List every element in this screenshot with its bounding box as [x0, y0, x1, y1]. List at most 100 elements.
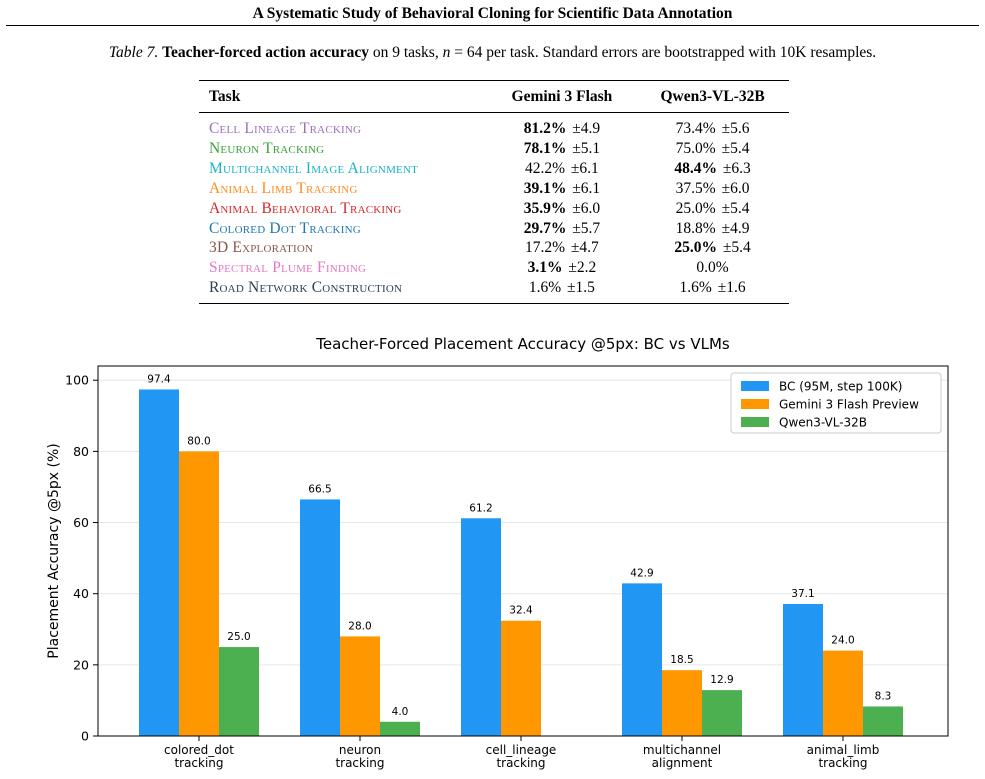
bar: [622, 583, 662, 736]
caption-text-b: = 64 per task. Standard errors are boots…: [450, 44, 877, 61]
qwen-accuracy: 0.0%: [696, 259, 729, 277]
bar-value-label: 97.4: [147, 373, 171, 385]
legend-swatch: [741, 417, 769, 427]
gemini-cell: 3.1% ±2.2: [488, 258, 636, 278]
bar-value-label: 66.5: [308, 483, 331, 495]
bar-value-label: 12.9: [710, 674, 733, 686]
caption-text-a: on 9 tasks,: [368, 44, 443, 61]
x-tick-label: alignment: [652, 756, 713, 770]
qwen-accuracy: 37.5%: [675, 179, 716, 197]
bar: [139, 389, 179, 736]
qwen-std-error: ±5.4: [721, 139, 750, 157]
gemini-cell: 81.2% ±4.9: [488, 113, 636, 139]
bar-value-label: 42.9: [630, 567, 653, 579]
gemini-accuracy: 17.2%: [525, 239, 566, 257]
qwen-cell: 18.8% ±4.9: [636, 219, 789, 239]
column-header-gemini: Gemini 3 Flash: [511, 88, 613, 105]
gemini-accuracy: 29.7%: [523, 219, 567, 237]
gemini-cell: 29.7% ±5.7: [488, 219, 636, 239]
bar: [179, 451, 219, 736]
x-tick-label: tracking: [174, 756, 223, 770]
qwen-cell: 37.5% ±6.0: [636, 179, 789, 199]
bar: [501, 620, 541, 736]
table-row: Animal Behavioral Tracking 35.9% ±6.0 25.0…: [199, 199, 789, 219]
gemini-accuracy: 78.1%: [523, 139, 567, 157]
gemini-accuracy: 3.1%: [527, 259, 563, 277]
table-row: Spectral Plume Finding 3.1% ±2.2 0.0%: [199, 258, 789, 278]
table-body: Cell Lineage Tracking 81.2% ±4.9 73.4% ±5.…: [199, 113, 789, 304]
x-tick-label: neuron: [339, 743, 381, 757]
qwen-cell: 48.4% ±6.3: [636, 159, 789, 179]
gemini-accuracy: 35.9%: [523, 199, 567, 217]
qwen-cell: 0.0%: [636, 258, 789, 278]
bar-value-label: 18.5: [670, 654, 693, 666]
task-name: Spectral Plume Finding: [209, 259, 367, 277]
bar-value-label: 80.0: [187, 435, 210, 447]
bar-value-label: 61.2: [469, 502, 492, 514]
task-name: Cell Lineage Tracking: [209, 120, 362, 137]
gemini-std-error: ±6.1: [570, 159, 599, 177]
y-tick-label: 0: [81, 729, 89, 744]
gemini-cell: 35.9% ±6.0: [488, 199, 636, 219]
bar: [783, 604, 823, 736]
qwen-cell: 1.6% ±1.6: [636, 278, 789, 303]
x-tick-label: colored_dot: [164, 743, 234, 757]
qwen-accuracy: 1.6%: [679, 279, 712, 297]
caption-title: Teacher-forced action accuracy: [162, 44, 369, 61]
bar: [461, 518, 501, 736]
qwen-std-error: ±4.9: [721, 219, 750, 237]
qwen-std-error: ±5.6: [721, 120, 750, 137]
x-tick-label: tracking: [335, 756, 384, 770]
gemini-accuracy: 42.2%: [525, 159, 566, 177]
table-header-row: Task Gemini 3 Flash Qwen3-VL-32B: [199, 80, 789, 113]
task-name: Neuron Tracking: [209, 139, 325, 157]
qwen-std-error: ±5.4: [722, 239, 751, 257]
gemini-std-error: ±6.0: [572, 199, 601, 217]
caption-math-n: n: [442, 44, 451, 61]
legend: [730, 372, 942, 434]
chart-title: Teacher-Forced Placement Accuracy @5px: …: [315, 335, 730, 353]
y-tick-label: 20: [73, 657, 89, 672]
legend-entry: Qwen3-VL-32B: [779, 416, 867, 430]
y-tick-label: 40: [73, 586, 89, 601]
plot-frame: [97, 365, 949, 737]
bar-value-label: 4.0: [392, 706, 409, 718]
gemini-std-error: ±5.7: [572, 219, 601, 237]
task-name: Multichannel Image Alignment: [209, 159, 419, 177]
gemini-accuracy: 39.1%: [523, 179, 567, 197]
gemini-cell: 42.2% ±6.1: [488, 159, 636, 179]
task-name: Animal Limb Tracking: [209, 179, 358, 197]
bar-value-label: 25.0: [227, 631, 250, 643]
bar-value-label: 24.0: [831, 635, 854, 647]
placement-accuracy-chart: 97.480.025.0colored_dottracking66.528.04…: [46, 335, 949, 770]
table-row: Road Network Construction 1.6% ±1.5 1.6% ±…: [199, 278, 789, 304]
task-name: 3D Exploration: [209, 239, 314, 257]
x-tick-label: cell_lineage: [486, 743, 557, 757]
y-tick-label: 60: [73, 515, 89, 530]
bar: [702, 690, 742, 736]
qwen-accuracy: 25.0%: [674, 239, 717, 257]
legend-entry: Gemini 3 Flash Preview: [779, 398, 919, 412]
header-rule: [6, 25, 979, 26]
bar-value-label: 28.0: [348, 620, 371, 632]
qwen-std-error: ±1.6: [717, 279, 746, 297]
bar-value-label: 8.3: [875, 690, 892, 702]
bar: [300, 499, 340, 736]
table-row: Animal Limb Tracking 39.1% ±6.1 37.5% ±6.0: [199, 179, 789, 199]
bar: [340, 636, 380, 736]
qwen-accuracy: 73.4%: [675, 120, 716, 137]
column-header-qwen: Qwen3-VL-32B: [660, 88, 765, 105]
task-name: Animal Behavioral Tracking: [209, 199, 402, 217]
y-axis-label: Placement Accuracy @5px (%): [46, 443, 62, 658]
gemini-cell: 17.2% ±4.7: [488, 238, 636, 258]
y-tick-label: 100: [65, 373, 89, 388]
bar: [863, 706, 903, 736]
table-caption: Table 7. Teacher-forced action accuracy …: [0, 44, 985, 62]
x-tick-label: multichannel: [643, 743, 721, 757]
gemini-std-error: ±6.1: [572, 179, 601, 197]
bar: [662, 670, 702, 736]
table-row: Neuron Tracking 78.1% ±5.1 75.0% ±5.4: [199, 139, 789, 159]
legend-entry: BC (95M, step 100K): [779, 380, 902, 394]
gemini-std-error: ±2.2: [568, 259, 597, 277]
bar-value-label: 37.1: [791, 588, 814, 600]
